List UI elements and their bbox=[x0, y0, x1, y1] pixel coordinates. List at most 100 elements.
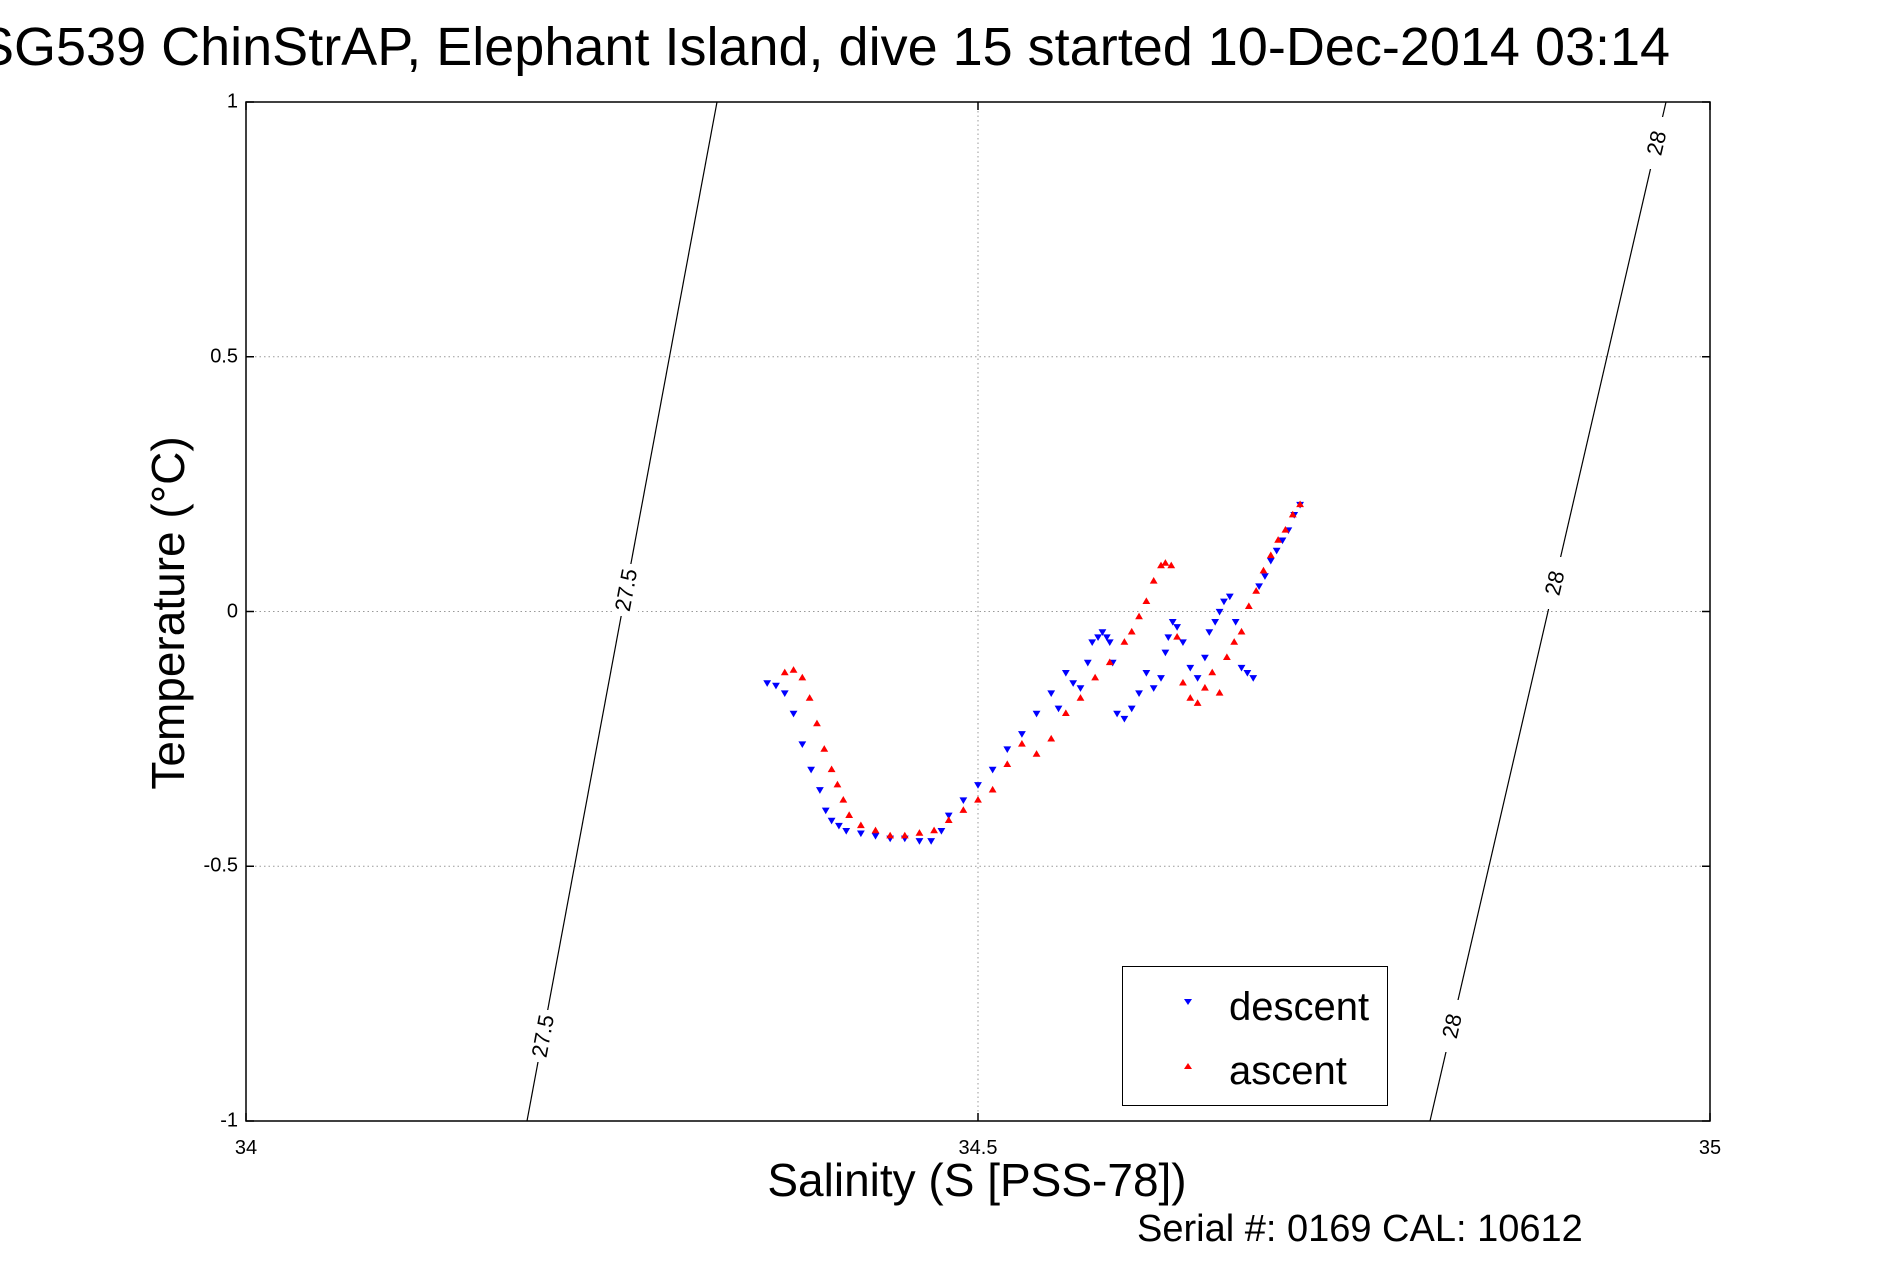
descent-point bbox=[789, 710, 798, 718]
ascent-point bbox=[915, 829, 924, 836]
descent-point bbox=[1255, 583, 1263, 591]
descent-point bbox=[1047, 690, 1056, 698]
descent-point bbox=[1054, 705, 1063, 713]
legend-label-descent: descent bbox=[1229, 985, 1370, 1029]
ascent-point bbox=[1003, 760, 1012, 767]
ascent-point bbox=[1135, 612, 1143, 620]
descent-point bbox=[1193, 675, 1202, 682]
descent-point bbox=[988, 766, 997, 774]
ascent-point bbox=[1288, 510, 1297, 518]
ascent-point bbox=[959, 806, 968, 813]
descent-point bbox=[1186, 664, 1195, 672]
x-tick-label: 34 bbox=[234, 1137, 258, 1159]
descent-point bbox=[780, 690, 789, 698]
ascent-point bbox=[1173, 632, 1182, 640]
y-tick-label: -0.5 bbox=[203, 854, 238, 877]
descent-point bbox=[1179, 639, 1187, 647]
descent-point bbox=[1278, 537, 1287, 545]
descent-point bbox=[1113, 710, 1121, 718]
descent-point bbox=[1272, 547, 1281, 555]
legend-marker-descent bbox=[1181, 995, 1195, 1009]
ascent-point bbox=[1266, 551, 1275, 559]
ascent-point bbox=[856, 821, 865, 829]
contour-label-bg bbox=[1542, 557, 1567, 609]
ascent-point bbox=[974, 796, 982, 803]
descent-point bbox=[915, 838, 924, 845]
descent-point bbox=[772, 682, 780, 690]
descent-point bbox=[1094, 634, 1102, 641]
descent-point bbox=[835, 822, 843, 830]
descent-point bbox=[1266, 557, 1275, 565]
ascent-point bbox=[839, 796, 848, 803]
ascent-point bbox=[1193, 699, 1202, 706]
ascent-point bbox=[1186, 694, 1195, 701]
ascent-point bbox=[900, 831, 909, 839]
ascent-point bbox=[1230, 638, 1239, 645]
ascent-point bbox=[1208, 668, 1217, 676]
ascent-point bbox=[1201, 683, 1209, 691]
ascent-point bbox=[1047, 734, 1056, 742]
legend-marker-triangle bbox=[1184, 1063, 1192, 1069]
descent-point bbox=[944, 812, 953, 820]
descent-point bbox=[1149, 685, 1158, 692]
ascent-point bbox=[1120, 638, 1129, 645]
data-points bbox=[763, 500, 1304, 845]
ascent-point bbox=[789, 666, 798, 673]
ascent-point bbox=[886, 831, 895, 839]
descent-point bbox=[1105, 639, 1114, 647]
contour-label: 28 bbox=[1540, 568, 1570, 597]
descent-point bbox=[1102, 634, 1111, 641]
descent-point bbox=[1018, 731, 1026, 738]
contour-label-bg bbox=[530, 1010, 555, 1062]
contour-label: 28 bbox=[1437, 1011, 1467, 1040]
descent-point bbox=[1215, 608, 1224, 616]
descent-point bbox=[1157, 675, 1165, 682]
legend-item-ascent: ascent bbox=[1123, 1041, 1387, 1101]
descent-point bbox=[1076, 685, 1085, 692]
ascent-point bbox=[798, 673, 807, 681]
descent-point bbox=[1061, 670, 1070, 677]
descent-point bbox=[1069, 680, 1078, 687]
ascent-point bbox=[1142, 597, 1151, 604]
ascent-point bbox=[930, 826, 938, 834]
ascent-point bbox=[805, 694, 814, 701]
descent-point bbox=[1249, 675, 1258, 682]
ascent-point bbox=[1167, 561, 1176, 569]
x-tick-label: 34.5 bbox=[958, 1137, 998, 1159]
legend-marker-triangle bbox=[1184, 999, 1192, 1005]
ascent-point bbox=[845, 811, 854, 818]
ascent-point bbox=[833, 780, 842, 788]
descent-point bbox=[1237, 664, 1246, 672]
descent-point bbox=[1120, 715, 1129, 723]
ascent-point bbox=[1252, 587, 1261, 594]
legend-label-ascent: ascent bbox=[1229, 1049, 1347, 1093]
descent-point bbox=[1205, 629, 1214, 636]
ascent-point bbox=[871, 826, 880, 834]
descent-point bbox=[871, 833, 880, 840]
y-tick-label: -1 bbox=[220, 1109, 238, 1132]
y-tick-label: 0 bbox=[226, 600, 238, 622]
tick-marks bbox=[245, 101, 1711, 1122]
ascent-point bbox=[988, 785, 997, 793]
ascent-point bbox=[1032, 750, 1041, 757]
ascent-point bbox=[1161, 559, 1170, 566]
contour-label-bg bbox=[614, 564, 639, 616]
ascent-point bbox=[1061, 709, 1070, 717]
ascent-point bbox=[813, 719, 821, 727]
ascent-point bbox=[1281, 525, 1290, 533]
descent-point bbox=[1164, 634, 1173, 641]
descent-point bbox=[807, 766, 816, 774]
contour-label: 28 bbox=[1642, 128, 1672, 157]
legend-marker-ascent bbox=[1181, 1059, 1195, 1073]
ascent-point bbox=[1237, 627, 1246, 635]
chart-title-text: SG539 ChinStrAP, Elephant Island, dive 1… bbox=[0, 17, 1671, 77]
descent-point bbox=[1098, 629, 1107, 636]
ascent-point bbox=[1296, 500, 1304, 508]
ascent-point bbox=[1091, 673, 1100, 681]
descent-point bbox=[1168, 619, 1177, 626]
ascent-point bbox=[1215, 689, 1224, 696]
legend-marker-shape bbox=[1184, 1063, 1192, 1069]
ascent-point bbox=[780, 668, 789, 676]
y-tick-label: 0.5 bbox=[210, 345, 238, 368]
